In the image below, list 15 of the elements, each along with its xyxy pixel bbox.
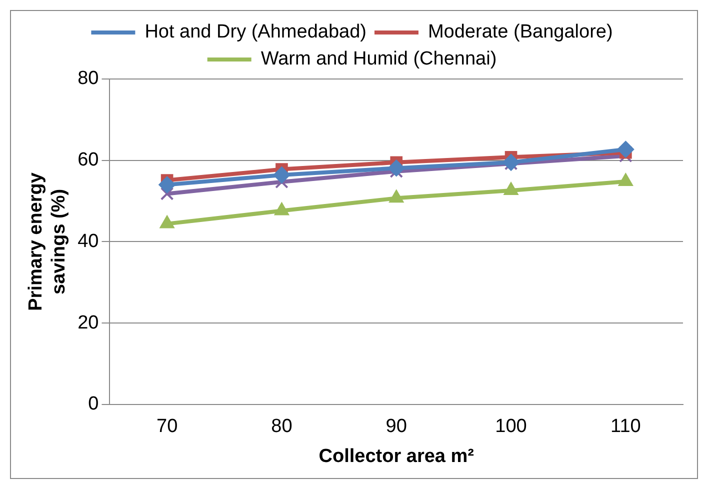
- y-tick-label: 80: [78, 68, 99, 90]
- x-tick-label: 100: [495, 416, 527, 438]
- legend-label: Hot and Dry (Ahmedabad): [144, 22, 366, 43]
- y-axis-title: Primary energy savings (%): [26, 172, 70, 311]
- y-tick-label: 40: [78, 230, 99, 252]
- x-axis-title: Collector area m²: [318, 446, 474, 467]
- x-tick-label: 110: [610, 416, 641, 438]
- y-tick-label: 60: [78, 150, 99, 171]
- y-tick-label: 20: [78, 312, 99, 334]
- x-tick-label: 80: [271, 416, 292, 438]
- legend-label: Warm and Humid (Chennai): [260, 48, 497, 70]
- legend-label: Moderate (Bangalore): [428, 22, 613, 43]
- y-tick-label: 0: [88, 394, 99, 415]
- x-tick-label: 90: [386, 416, 407, 438]
- x-tick-label: 70: [156, 416, 178, 438]
